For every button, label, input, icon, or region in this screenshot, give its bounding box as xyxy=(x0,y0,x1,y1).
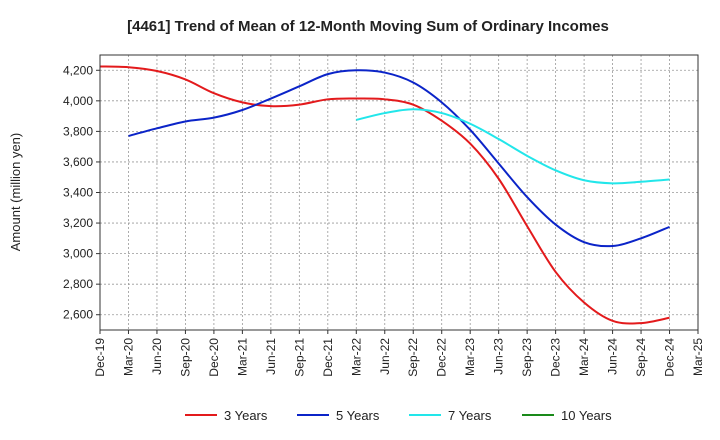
series-line-7-years xyxy=(356,108,670,185)
x-tick-label: Sep-22 xyxy=(406,338,420,377)
x-tick-label: Dec-22 xyxy=(435,338,449,377)
x-tick-label: Jun-21 xyxy=(264,338,278,375)
y-tick-label: 3,400 xyxy=(63,186,93,200)
series-line-5-years xyxy=(128,69,670,248)
y-tick-label: 4,000 xyxy=(63,94,93,108)
legend-label-7-years: 7 Years xyxy=(448,408,492,423)
series-line-3-years xyxy=(99,65,670,325)
x-tick-label: Jun-23 xyxy=(492,338,506,375)
chart-title: [4461] Trend of Mean of 12-Month Moving … xyxy=(127,18,609,35)
legend-label-3-years: 3 Years xyxy=(224,408,268,423)
x-tick-label: Dec-23 xyxy=(549,338,563,377)
legend-label-5-years: 5 Years xyxy=(336,408,380,423)
x-tick-label: Sep-24 xyxy=(634,338,648,377)
grid xyxy=(100,55,698,330)
y-tick-label: 3,200 xyxy=(63,216,93,230)
y-axis-label: Amount (million yen) xyxy=(8,133,23,252)
series-lines xyxy=(99,65,670,325)
y-tick-label: 3,600 xyxy=(63,155,93,169)
x-tick-label: Mar-20 xyxy=(121,338,135,376)
y-tick-label: 2,800 xyxy=(63,277,93,291)
x-tick-label: Sep-23 xyxy=(520,338,534,377)
x-tick-label: Mar-22 xyxy=(349,338,363,376)
legend: 3 Years 5 Years 7 Years 10 Years xyxy=(185,408,612,423)
x-tick-label: Dec-21 xyxy=(321,338,335,377)
x-tick-label: Jun-20 xyxy=(150,338,164,375)
x-tick-label: Dec-19 xyxy=(93,338,107,377)
x-tick-label: Mar-21 xyxy=(235,338,249,376)
x-tick-label: Mar-24 xyxy=(577,338,591,376)
y-tick-label: 3,800 xyxy=(63,124,93,138)
x-tick-label: Mar-25 xyxy=(691,338,705,376)
y-tick-label: 3,000 xyxy=(63,247,93,261)
x-tick-label: Sep-21 xyxy=(292,338,306,377)
y-tick-label: 2,600 xyxy=(63,308,93,322)
x-tick-label: Mar-23 xyxy=(463,338,477,376)
y-tick-label: 4,200 xyxy=(63,63,93,77)
x-tick-label: Jun-24 xyxy=(606,338,620,375)
y-tick-labels: 2,600 2,800 3,000 3,200 3,400 3,600 3,800 4,000… xyxy=(63,63,100,322)
legend-label-10-years: 10 Years xyxy=(561,408,612,423)
x-tick-label: Dec-24 xyxy=(663,338,677,377)
x-tick-label: Dec-20 xyxy=(207,338,221,377)
x-tick-labels: Dec-19 Mar-20 Jun-20 Sep-20 Dec-20 Mar-21 Jun-… xyxy=(93,330,705,377)
x-tick-label: Jun-22 xyxy=(378,338,392,375)
x-tick-label: Sep-20 xyxy=(178,338,192,377)
